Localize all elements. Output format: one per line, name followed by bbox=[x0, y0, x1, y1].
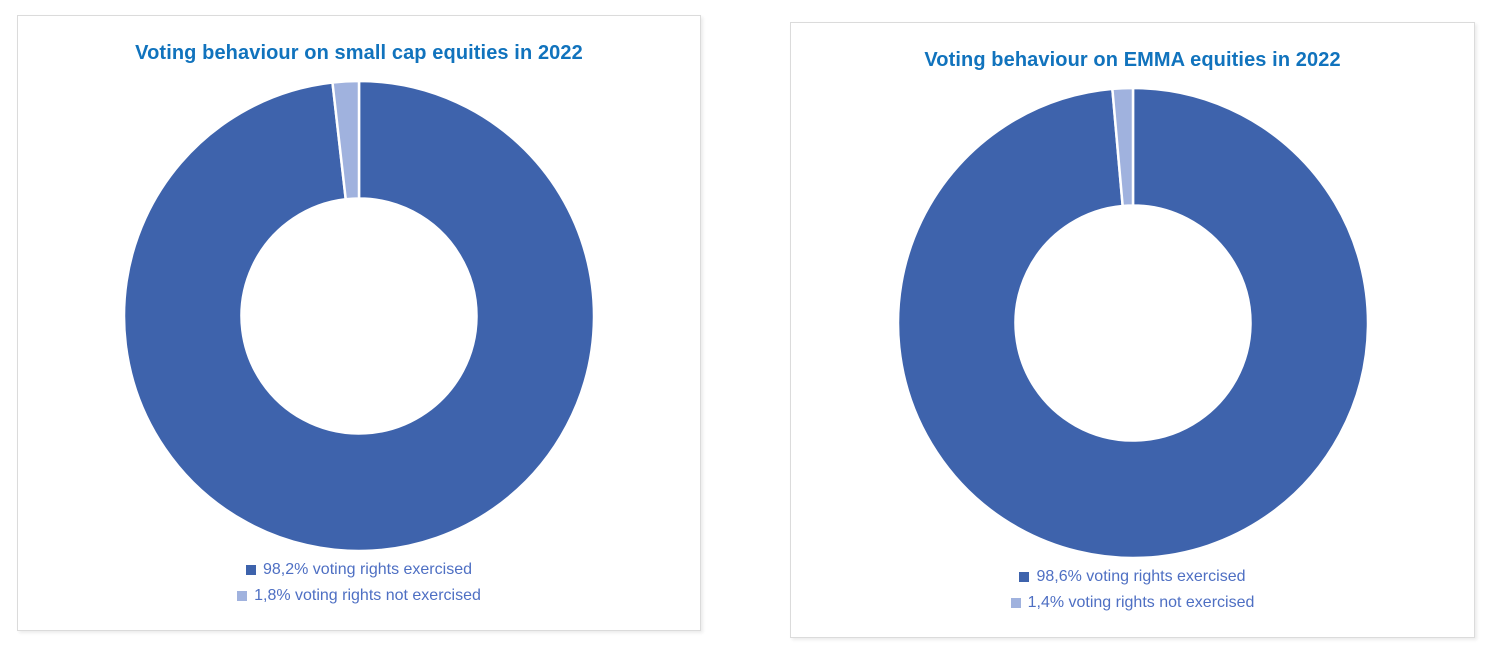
chart-title: Voting behaviour on small cap equities i… bbox=[135, 42, 583, 64]
donut-chart bbox=[122, 79, 596, 553]
legend-item: 1,4% voting rights not exercised bbox=[1010, 592, 1255, 613]
legend-item: 98,2% voting rights exercised bbox=[245, 559, 472, 580]
chart-card-small-cap: Voting behaviour on small cap equities i… bbox=[17, 15, 701, 631]
legend-marker-icon bbox=[1019, 571, 1030, 582]
legend-item: 98,6% voting rights exercised bbox=[1019, 566, 1245, 587]
legend-marker-icon bbox=[1010, 597, 1021, 608]
legend-item: 1,8% voting rights not exercised bbox=[237, 585, 481, 606]
chart-legend: 98,2% voting rights exercised 1,8% votin… bbox=[237, 559, 481, 606]
chart-legend: 98,6% voting rights exercised 1,4% votin… bbox=[1010, 566, 1255, 613]
legend-marker-icon bbox=[237, 590, 248, 601]
legend-label: 98,6% voting rights exercised bbox=[1036, 568, 1246, 585]
donut-chart bbox=[896, 86, 1369, 560]
legend-label: 1,8% voting rights not exercised bbox=[254, 587, 481, 604]
chart-card-emma: Voting behaviour on EMMA equities in 202… bbox=[790, 22, 1475, 638]
chart-title: Voting behaviour on EMMA equities in 202… bbox=[924, 49, 1341, 71]
legend-label: 98,2% voting rights exercised bbox=[262, 561, 472, 578]
legend-marker-icon bbox=[245, 564, 256, 575]
legend-label: 1,4% voting rights not exercised bbox=[1027, 594, 1255, 611]
